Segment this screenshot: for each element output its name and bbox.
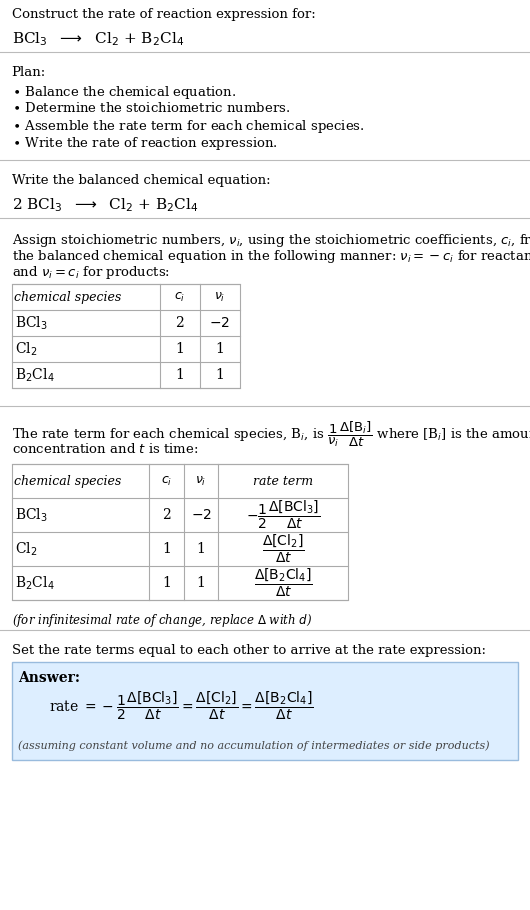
Text: Construct the rate of reaction expression for:: Construct the rate of reaction expressio…	[12, 8, 315, 21]
Text: (for infinitesimal rate of change, replace $\Delta$ with $d$): (for infinitesimal rate of change, repla…	[12, 612, 312, 629]
Text: 1: 1	[162, 542, 171, 556]
Text: Write the balanced chemical equation:: Write the balanced chemical equation:	[12, 174, 270, 187]
Text: B$_2$Cl$_4$: B$_2$Cl$_4$	[15, 367, 55, 384]
Text: $\nu_i$: $\nu_i$	[214, 290, 225, 304]
Text: 1: 1	[162, 576, 171, 590]
FancyBboxPatch shape	[12, 662, 518, 760]
Text: $\nu_i$: $\nu_i$	[196, 474, 207, 488]
Text: Assign stoichiometric numbers, $\nu_i$, using the stoichiometric coefficients, $: Assign stoichiometric numbers, $\nu_i$, …	[12, 232, 530, 249]
Text: concentration and $t$ is time:: concentration and $t$ is time:	[12, 442, 198, 456]
Text: 1: 1	[175, 342, 184, 356]
Text: 1: 1	[215, 368, 224, 382]
Text: Set the rate terms equal to each other to arrive at the rate expression:: Set the rate terms equal to each other t…	[12, 644, 485, 657]
Text: $c_i$: $c_i$	[174, 290, 186, 304]
Text: B$_2$Cl$_4$: B$_2$Cl$_4$	[15, 574, 55, 592]
Text: $\dfrac{\Delta[\mathrm{Cl_2}]}{\Delta t}$: $\dfrac{\Delta[\mathrm{Cl_2}]}{\Delta t}…	[262, 533, 305, 565]
Text: $\bullet$ Write the rate of reaction expression.: $\bullet$ Write the rate of reaction exp…	[12, 135, 277, 152]
Text: 1: 1	[175, 368, 184, 382]
Text: and $\nu_i = c_i$ for products:: and $\nu_i = c_i$ for products:	[12, 264, 170, 281]
Text: Plan:: Plan:	[12, 66, 46, 79]
Text: (assuming constant volume and no accumulation of intermediates or side products): (assuming constant volume and no accumul…	[18, 741, 490, 751]
Text: 2: 2	[162, 508, 171, 522]
Text: $\bullet$ Balance the chemical equation.: $\bullet$ Balance the chemical equation.	[12, 84, 236, 101]
FancyBboxPatch shape	[12, 464, 348, 600]
Text: Cl$_2$: Cl$_2$	[15, 340, 38, 358]
Text: chemical species: chemical species	[14, 290, 121, 304]
Text: chemical species: chemical species	[14, 474, 121, 488]
Text: 2: 2	[175, 316, 184, 330]
Text: $-2$: $-2$	[209, 316, 230, 330]
Text: BCl$_3$: BCl$_3$	[15, 506, 48, 523]
Text: 1: 1	[197, 542, 206, 556]
Text: $c_i$: $c_i$	[161, 474, 172, 488]
Text: Cl$_2$: Cl$_2$	[15, 541, 38, 558]
Text: BCl$_3$  $\longrightarrow$  Cl$_2$ + B$_2$Cl$_4$: BCl$_3$ $\longrightarrow$ Cl$_2$ + B$_2$…	[12, 30, 184, 47]
Text: rate term: rate term	[253, 474, 313, 488]
Text: 1: 1	[197, 576, 206, 590]
Text: $\bullet$ Assemble the rate term for each chemical species.: $\bullet$ Assemble the rate term for eac…	[12, 118, 365, 135]
Text: The rate term for each chemical species, B$_i$, is $\dfrac{1}{\nu_i}\dfrac{\Delt: The rate term for each chemical species,…	[12, 420, 530, 450]
Text: BCl$_3$: BCl$_3$	[15, 314, 48, 332]
Text: $-\dfrac{1}{2}\dfrac{\Delta[\mathrm{BCl_3}]}{\Delta t}$: $-\dfrac{1}{2}\dfrac{\Delta[\mathrm{BCl_…	[246, 499, 321, 531]
Text: $\bullet$ Determine the stoichiometric numbers.: $\bullet$ Determine the stoichiometric n…	[12, 101, 290, 115]
Text: the balanced chemical equation in the following manner: $\nu_i = -c_i$ for react: the balanced chemical equation in the fo…	[12, 248, 530, 265]
Text: rate $= -\dfrac{1}{2}\dfrac{\Delta[\mathrm{BCl_3}]}{\Delta t} = \dfrac{\Delta[\m: rate $= -\dfrac{1}{2}\dfrac{\Delta[\math…	[49, 690, 314, 723]
Text: Answer:: Answer:	[18, 671, 80, 685]
FancyBboxPatch shape	[12, 284, 240, 388]
Text: $\dfrac{\Delta[\mathrm{B_2Cl_4}]}{\Delta t}$: $\dfrac{\Delta[\mathrm{B_2Cl_4}]}{\Delta…	[254, 567, 313, 599]
Text: $-2$: $-2$	[191, 508, 211, 522]
Text: 2 BCl$_3$  $\longrightarrow$  Cl$_2$ + B$_2$Cl$_4$: 2 BCl$_3$ $\longrightarrow$ Cl$_2$ + B$_…	[12, 196, 198, 214]
Text: 1: 1	[215, 342, 224, 356]
